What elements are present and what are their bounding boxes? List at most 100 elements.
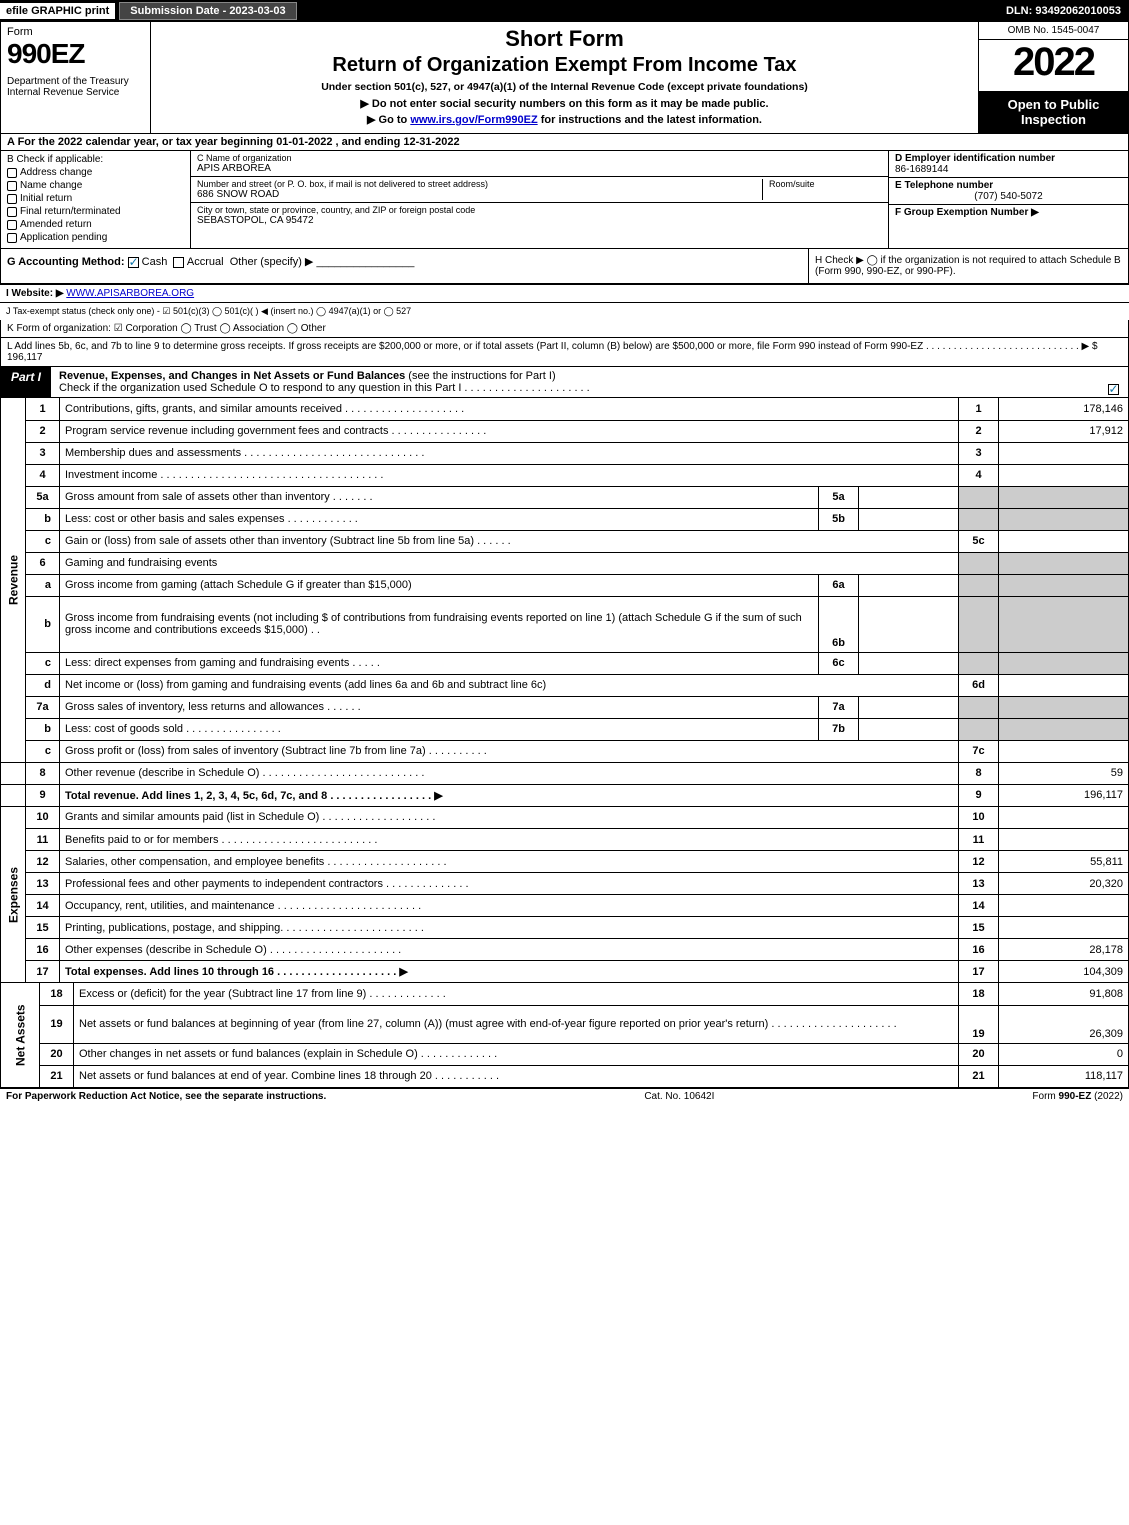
chk-accrual[interactable]: [173, 257, 184, 268]
l6b-mn: 6b: [819, 596, 859, 652]
l6c-shade2: [999, 652, 1129, 674]
gh-row: G Accounting Method: Cash Accrual Other …: [0, 249, 1129, 284]
expenses-side-label: Expenses: [1, 807, 26, 983]
l5c-desc: Gain or (loss) from sale of assets other…: [60, 530, 959, 552]
chk-application-pending-label: Application pending: [20, 232, 107, 243]
part1-header: Part I Revenue, Expenses, and Changes in…: [0, 367, 1129, 398]
l3-ln: 3: [959, 442, 999, 464]
l6b-mv: [859, 596, 959, 652]
l16-desc: Other expenses (describe in Schedule O) …: [60, 939, 959, 961]
irs-link[interactable]: www.irs.gov/Form990EZ: [410, 114, 537, 126]
footer-left: For Paperwork Reduction Act Notice, see …: [6, 1091, 326, 1102]
l18-desc: Excess or (deficit) for the year (Subtra…: [74, 983, 959, 1005]
l21-desc: Net assets or fund balances at end of ye…: [74, 1065, 959, 1087]
l6-desc: Gaming and fundraising events: [60, 552, 959, 574]
header-center: Short Form Return of Organization Exempt…: [151, 22, 978, 133]
l6c-shade: [959, 652, 999, 674]
l6-shade2: [999, 552, 1129, 574]
l6d-ln: 6d: [959, 674, 999, 696]
l1-ln: 1: [959, 398, 999, 420]
section-b-label: B Check if applicable:: [7, 154, 184, 165]
l15-val: [999, 917, 1129, 939]
l5c-num: c: [26, 530, 60, 552]
phone: (707) 540-5072: [895, 191, 1122, 202]
section-g: G Accounting Method: Cash Accrual Other …: [1, 249, 808, 283]
chk-amended-return-label: Amended return: [20, 219, 92, 230]
l5a-num: 5a: [26, 486, 60, 508]
chk-final-return-label: Final return/terminated: [20, 206, 121, 217]
l6a-shade2: [999, 574, 1129, 596]
l7a-num: 7a: [26, 696, 60, 718]
l19-val: 26,309: [999, 1005, 1129, 1043]
chk-cash[interactable]: [128, 257, 139, 268]
city: SEBASTOPOL, CA 95472: [197, 215, 882, 226]
chk-address-change-label: Address change: [20, 167, 92, 178]
chk-amended-return[interactable]: Amended return: [7, 219, 184, 230]
section-h: H Check ▶ ◯ if the organization is not r…: [808, 249, 1128, 283]
l18-num: 18: [40, 983, 74, 1005]
ein-label: D Employer identification number: [895, 153, 1122, 164]
part1-title: Revenue, Expenses, and Changes in Net As…: [51, 367, 1098, 397]
l19-ln: 19: [959, 1005, 999, 1043]
chk-application-pending[interactable]: Application pending: [7, 232, 184, 243]
l2-val: 17,912: [999, 420, 1129, 442]
chk-address-change[interactable]: Address change: [7, 167, 184, 178]
l11-val: [999, 829, 1129, 851]
l7b-mn: 7b: [819, 718, 859, 740]
l7b-desc: Less: cost of goods sold . . . . . . . .…: [60, 718, 819, 740]
short-form-title: Short Form: [159, 26, 970, 52]
l4-ln: 4: [959, 464, 999, 486]
expenses-table: Expenses 10 Grants and similar amounts p…: [0, 807, 1129, 984]
l2-ln: 2: [959, 420, 999, 442]
part1-title-bold: Revenue, Expenses, and Changes in Net As…: [59, 370, 405, 382]
l6c-mn: 6c: [819, 652, 859, 674]
l8-ln: 8: [959, 762, 999, 784]
part1-checkbox[interactable]: [1098, 367, 1128, 397]
revenue-table: Revenue 1 Contributions, gifts, grants, …: [0, 398, 1129, 807]
group-exemption-label: F Group Exemption Number ▶: [895, 207, 1122, 218]
l13-val: 20,320: [999, 873, 1129, 895]
l5b-num: b: [26, 508, 60, 530]
footer-right-pre: Form: [1032, 1091, 1058, 1102]
l1-desc: Contributions, gifts, grants, and simila…: [60, 398, 959, 420]
l15-ln: 15: [959, 917, 999, 939]
l12-desc: Salaries, other compensation, and employ…: [60, 851, 959, 873]
l16-ln: 16: [959, 939, 999, 961]
l3-num: 3: [26, 442, 60, 464]
g-label: G Accounting Method:: [7, 256, 125, 268]
section-k: K Form of organization: ☑ Corporation ◯ …: [0, 320, 1129, 338]
l7c-val: [999, 740, 1129, 762]
website-link[interactable]: WWW.APISARBOREA.ORG: [66, 288, 194, 299]
chk-name-change[interactable]: Name change: [7, 180, 184, 191]
form-number: 990EZ: [7, 38, 144, 70]
l5a-shade: [959, 486, 999, 508]
dln: DLN: 93492062010053: [998, 3, 1129, 19]
chk-initial-return[interactable]: Initial return: [7, 193, 184, 204]
return-title: Return of Organization Exempt From Incom…: [159, 54, 970, 77]
l11-num: 11: [26, 829, 60, 851]
l8-desc: Other revenue (describe in Schedule O) .…: [60, 762, 959, 784]
chk-final-return[interactable]: Final return/terminated: [7, 206, 184, 217]
l18-ln: 18: [959, 983, 999, 1005]
l1-val: 178,146: [999, 398, 1129, 420]
l11-desc: Benefits paid to or for members . . . . …: [60, 829, 959, 851]
top-bar: efile GRAPHIC print Submission Date - 20…: [0, 0, 1129, 22]
section-b: B Check if applicable: Address change Na…: [1, 151, 191, 248]
l18-val: 91,808: [999, 983, 1129, 1005]
other-specify: Other (specify) ▶: [230, 256, 314, 268]
l5a-shade2: [999, 486, 1129, 508]
l6c-mv: [859, 652, 959, 674]
l5b-mn: 5b: [819, 508, 859, 530]
street-label: Number and street (or P. O. box, if mail…: [197, 179, 762, 189]
section-l-amount: 196,117: [7, 352, 42, 363]
room-suite-label: Room/suite: [762, 179, 882, 200]
section-c: C Name of organization APIS ARBOREA Numb…: [191, 151, 888, 248]
l21-val: 118,117: [999, 1065, 1129, 1087]
l6b-desc: Gross income from fundraising events (no…: [60, 596, 819, 652]
l10-desc: Grants and similar amounts paid (list in…: [60, 807, 959, 829]
header-right: OMB No. 1545-0047 2022 Open to Public In…: [978, 22, 1128, 133]
l5b-shade2: [999, 508, 1129, 530]
section-i: I Website: ▶ WWW.APISARBOREA.ORG: [0, 284, 1129, 302]
l20-val: 0: [999, 1043, 1129, 1065]
l5a-mn: 5a: [819, 486, 859, 508]
